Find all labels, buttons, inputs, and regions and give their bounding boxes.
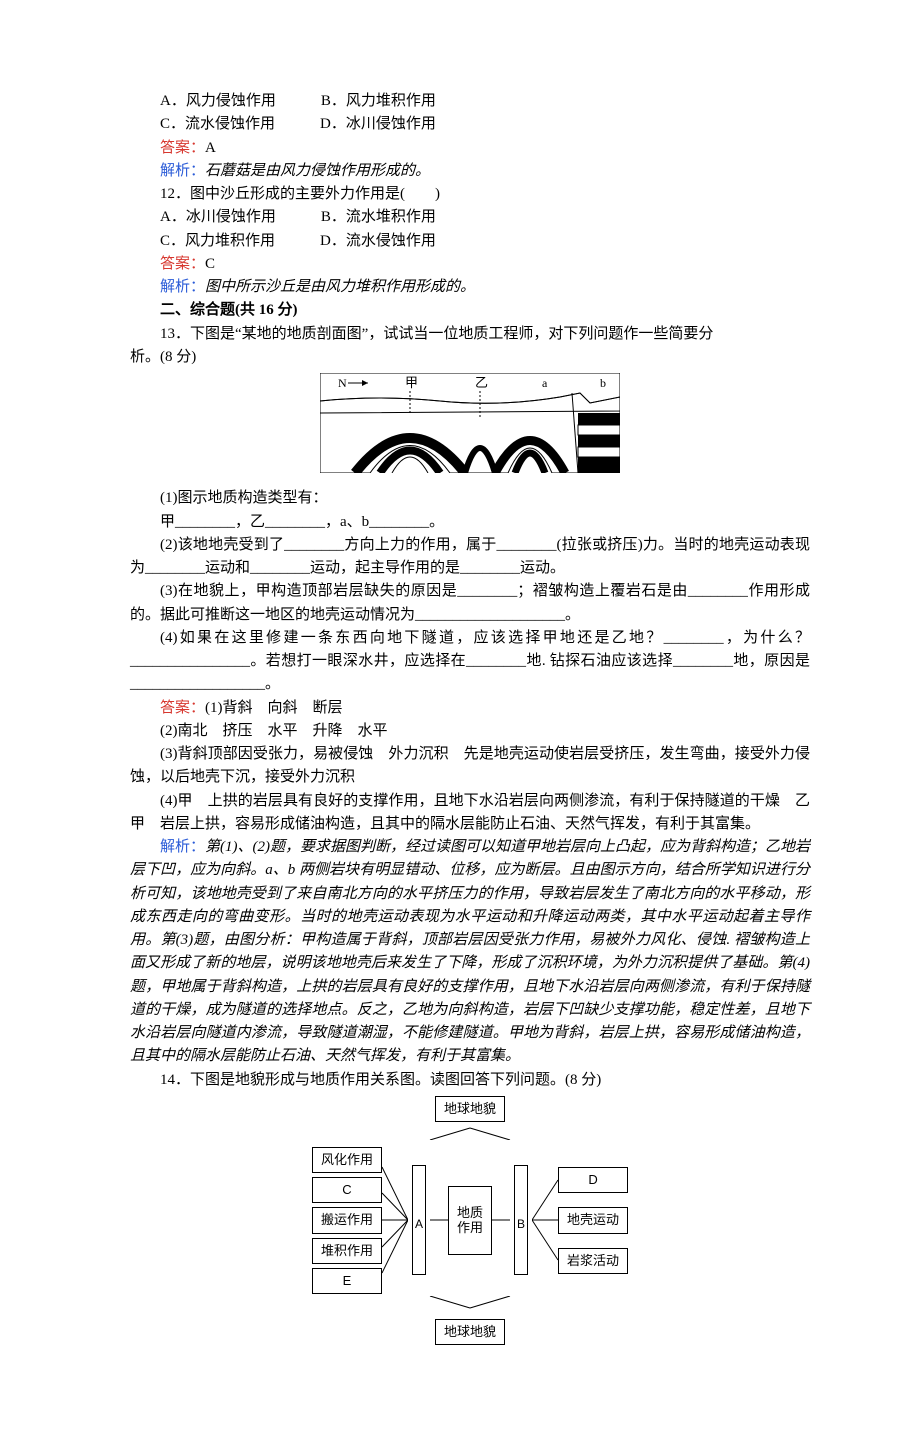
q13-ans2: (2)南北 挤压 水平 升降 水平 <box>130 720 810 743</box>
label-a: a <box>542 376 548 390</box>
option-text: A．冰川侵蚀作用 <box>160 209 276 225</box>
q12-stem: 12．图中沙丘形成的主要外力作用是( ) <box>130 183 810 206</box>
explain-text: 石蘑菇是由风力侵蚀作用形成的。 <box>205 163 430 179</box>
answer-text: (1)背斜 向斜 断层 <box>205 700 343 716</box>
option-text: D．流水侵蚀作用 <box>320 233 436 249</box>
answer-value: C <box>205 256 215 272</box>
connector-bottom <box>300 1296 640 1310</box>
node-bottom: 地球地貌 <box>435 1319 505 1345</box>
node-left-3: 堆积作用 <box>312 1238 382 1264</box>
label-jia: 甲 <box>405 375 418 390</box>
relationship-figure: 地球地貌 风化作用 C 搬运作用 堆积作用 E <box>130 1096 810 1345</box>
section-heading: 二、综合题(共 16 分) <box>130 299 810 322</box>
connector-ac <box>430 1155 448 1285</box>
pillar-b: B <box>514 1165 528 1275</box>
node-right-0: D <box>558 1167 628 1193</box>
option-text: A．风力侵蚀作用 <box>160 93 276 109</box>
explain-label: 解析： <box>160 839 205 855</box>
explain-line: 解析：石蘑菇是由风力侵蚀作用形成的。 <box>130 160 810 183</box>
cross-section-svg: N 甲 乙 a b <box>320 373 620 473</box>
q14-stem: 14．下图是地貌形成与地质作用关系图。读图回答下列问题。(8 分) <box>130 1069 810 1092</box>
node-right-1: 地壳运动 <box>558 1207 628 1233</box>
explain-label: 解析： <box>160 279 205 295</box>
q13-p2: (2)该地地壳受到了________方向上力的作用，属于________(拉张或… <box>130 534 810 581</box>
q13-explain: 解析：第(1)、(2)题，要求据图判断，经过读图可以知道甲地岩层向上凸起，应为背… <box>130 836 810 1069</box>
q13-p1a: (1)图示地质构造类型有： <box>130 487 810 510</box>
q13-ans3: (3)背斜顶部因受张力，易被侵蚀 外力沉积 先是地壳运动使岩层受挤压，发生弯曲，… <box>130 743 810 790</box>
geologic-cross-section-figure: N 甲 乙 a b <box>130 373 810 481</box>
q13-stem-cont: 析。(8 分) <box>130 346 810 369</box>
option-text: C．流水侵蚀作用 <box>160 116 275 132</box>
label-b: B <box>517 1215 525 1234</box>
node-top: 地球地貌 <box>435 1096 505 1122</box>
explain-text: 第(1)、(2)题，要求据图判断，经过读图可以知道甲地岩层向上凸起，应为背斜构造… <box>130 839 810 1064</box>
q13-ans4: (4)甲 上拱的岩层具有良好的支撑作用，且地下水沿岩层向两侧渗流，有利于保持隧道… <box>130 790 810 837</box>
right-stack: D 地壳运动 岩浆活动 <box>558 1167 628 1273</box>
answer-label: 答案： <box>160 256 205 272</box>
answer-label: 答案： <box>160 700 205 716</box>
q13-answer: 答案：(1)背斜 向斜 断层 <box>130 697 810 720</box>
q13-p1b: 甲________，乙________，a、b________。 <box>130 511 810 534</box>
label-n: N <box>338 376 347 390</box>
connector-cb <box>492 1155 510 1285</box>
explain-line: 解析：图中所示沙丘是由风力堆积作用形成的。 <box>130 276 810 299</box>
answer-line: 答案：C <box>130 253 810 276</box>
connector-left <box>382 1155 408 1285</box>
label-yi: 乙 <box>475 375 488 390</box>
node-left-2: 搬运作用 <box>312 1207 382 1233</box>
option-c: C．风力堆积作用 D．流水侵蚀作用 <box>130 230 810 253</box>
explain-label: 解析： <box>160 163 205 179</box>
node-left-4: E <box>312 1268 382 1294</box>
option-text: C．风力堆积作用 <box>160 233 275 249</box>
stem-text: 13．下图是“某地的地质剖面图”，试试当一位地质工程师，对下列问题作一些简要分 <box>160 326 713 342</box>
option-text: D．冰川侵蚀作用 <box>320 116 436 132</box>
node-center: 地质 作用 <box>448 1186 492 1255</box>
option-text: B．风力堆积作用 <box>321 93 436 109</box>
pillar-a: A <box>412 1165 426 1275</box>
answer-label: 答案： <box>160 140 205 156</box>
label-b: b <box>600 376 606 390</box>
node-left-1: C <box>312 1177 382 1203</box>
left-stack: 风化作用 C 搬运作用 堆积作用 E <box>312 1147 382 1294</box>
option-a: A．冰川侵蚀作用 B．流水堆积作用 <box>130 206 810 229</box>
answer-line: 答案：A <box>130 137 810 160</box>
q13-p4: (4)如果在这里修建一条东西向地下隧道，应该选择甲地还是乙地？________，… <box>130 627 810 697</box>
connector-right <box>532 1155 558 1285</box>
answer-value: A <box>205 140 216 156</box>
option-a: A．风力侵蚀作用 B．风力堆积作用 <box>130 90 810 113</box>
option-c: C．流水侵蚀作用 D．冰川侵蚀作用 <box>130 113 810 136</box>
q13-stem: 13．下图是“某地的地质剖面图”，试试当一位地质工程师，对下列问题作一些简要分 <box>130 323 810 346</box>
option-text: B．流水堆积作用 <box>321 209 436 225</box>
connector-top <box>300 1126 640 1140</box>
node-right-2: 岩浆活动 <box>558 1248 628 1274</box>
explain-text: 图中所示沙丘是由风力堆积作用形成的。 <box>205 279 475 295</box>
label-a: A <box>415 1215 423 1234</box>
center-text: 地质 作用 <box>457 1205 483 1236</box>
node-left-0: 风化作用 <box>312 1147 382 1173</box>
q13-p3: (3)在地貌上，甲构造顶部岩层缺失的原因是________；褶皱构造上覆岩石是由… <box>130 580 810 627</box>
